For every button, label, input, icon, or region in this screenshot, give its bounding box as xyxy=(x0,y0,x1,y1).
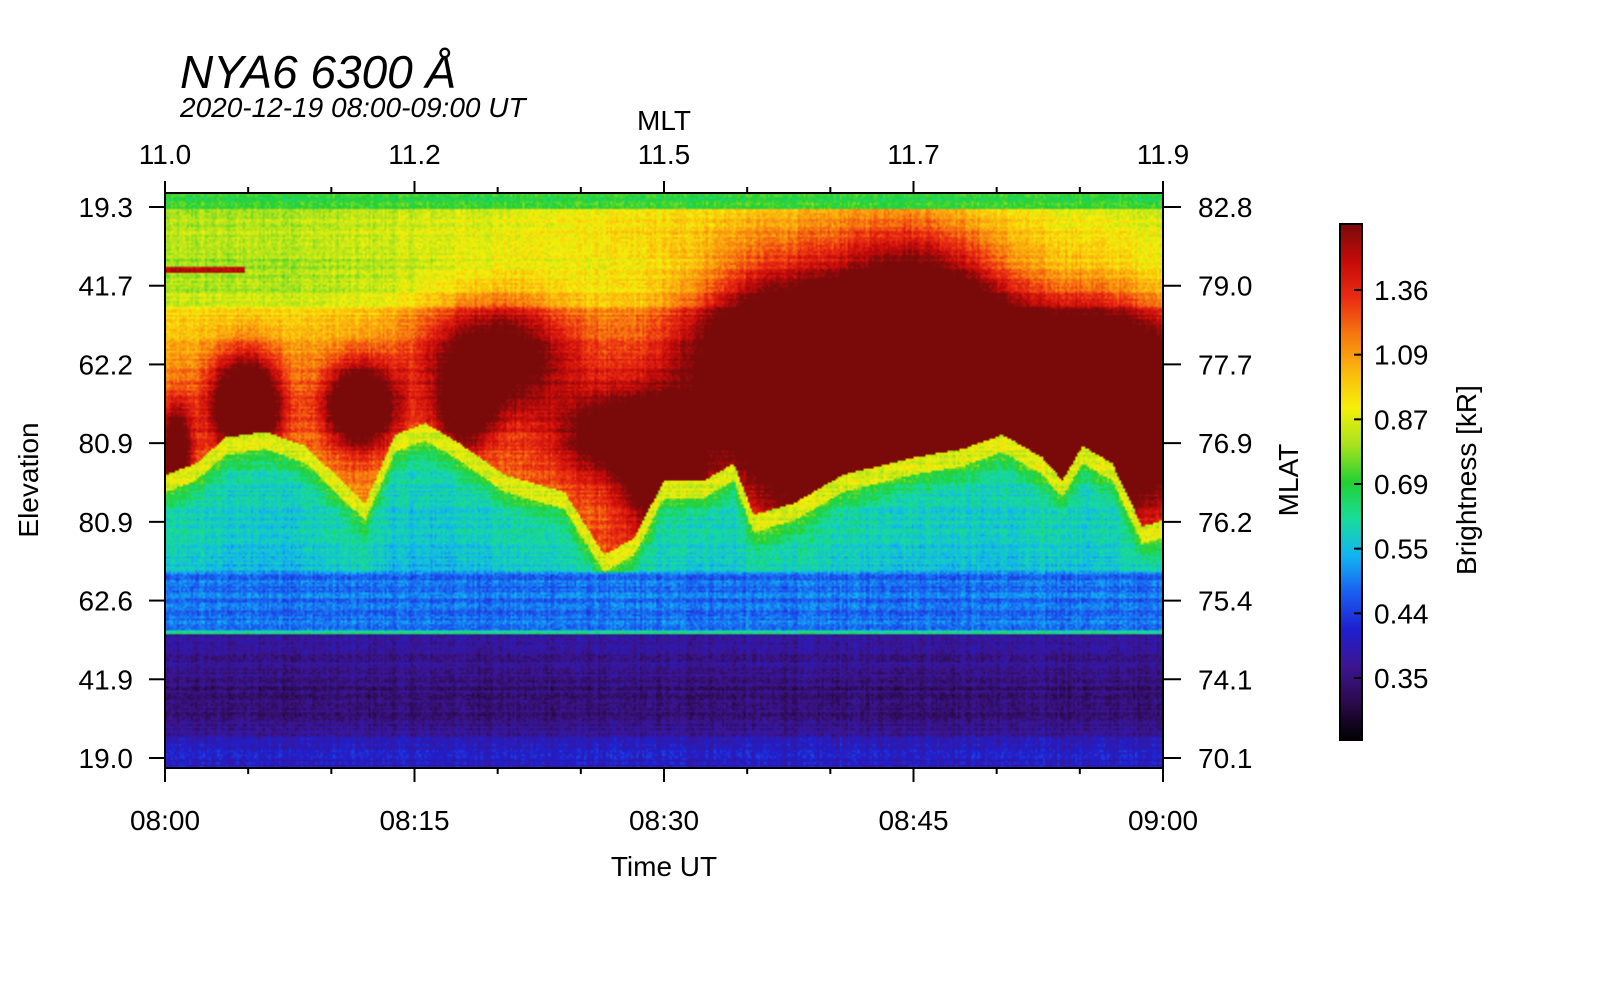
y-right-tick-label: 77.7 xyxy=(1198,349,1253,380)
colorbar-label: Brightness [kR] xyxy=(1451,385,1482,575)
y-right-tick-label: 76.2 xyxy=(1198,507,1253,538)
y-axis-label: Elevation xyxy=(13,422,44,537)
colorbar-tick-label: 0.35 xyxy=(1374,663,1429,694)
x-top-tick-label: 11.2 xyxy=(388,139,440,170)
y-tick-label: 19.0 xyxy=(79,743,134,774)
x-top-tick-label: 11.7 xyxy=(887,139,939,170)
y-right-tick-label: 74.1 xyxy=(1198,664,1253,695)
chart-title: NYA6 6300 Å xyxy=(180,46,456,98)
y-tick-label: 62.2 xyxy=(79,349,134,380)
colorbar-tick-label: 0.87 xyxy=(1374,404,1429,435)
y-right-tick-label: 82.8 xyxy=(1198,192,1253,223)
x-tick-label: 08:45 xyxy=(878,805,948,836)
x-top-tick-label: 11.5 xyxy=(638,139,690,170)
x-top-tick-label: 11.0 xyxy=(139,139,191,170)
y-right-axis-label: MLAT xyxy=(1273,444,1304,517)
y-tick-label: 41.7 xyxy=(79,271,134,302)
y-right-tick-label: 79.0 xyxy=(1198,271,1253,302)
x-tick-label: 08:15 xyxy=(379,805,449,836)
colorbar-tick-label: 1.36 xyxy=(1374,275,1429,306)
colorbar-tick-label: 0.44 xyxy=(1374,598,1429,629)
y-tick-label: 19.3 xyxy=(79,192,134,223)
x-tick-label: 09:00 xyxy=(1128,805,1198,836)
colorbar-tick-label: 0.69 xyxy=(1374,469,1429,500)
y-tick-label: 62.6 xyxy=(79,586,134,617)
y-right-tick-label: 70.1 xyxy=(1198,743,1253,774)
y-tick-label: 80.9 xyxy=(79,428,134,459)
x-axis-label: Time UT xyxy=(611,851,717,882)
x-top-tick-label: 11.9 xyxy=(1137,139,1189,170)
y-right-tick-label: 76.9 xyxy=(1198,428,1253,459)
y-right-tick-label: 75.4 xyxy=(1198,586,1253,617)
x-tick-label: 08:30 xyxy=(629,805,699,836)
x-tick-label: 08:00 xyxy=(130,805,200,836)
colorbar-tick-label: 0.55 xyxy=(1374,534,1429,565)
heatmap-image xyxy=(165,193,1163,768)
x-top-axis-label: MLT xyxy=(637,105,691,136)
y-tick-label: 80.9 xyxy=(79,507,134,538)
colorbar-tick-label: 1.09 xyxy=(1374,340,1429,371)
y-tick-label: 41.9 xyxy=(79,664,134,695)
colorbar xyxy=(1339,223,1363,741)
chart-subtitle: 2020-12-19 08:00-09:00 UT xyxy=(179,92,527,123)
